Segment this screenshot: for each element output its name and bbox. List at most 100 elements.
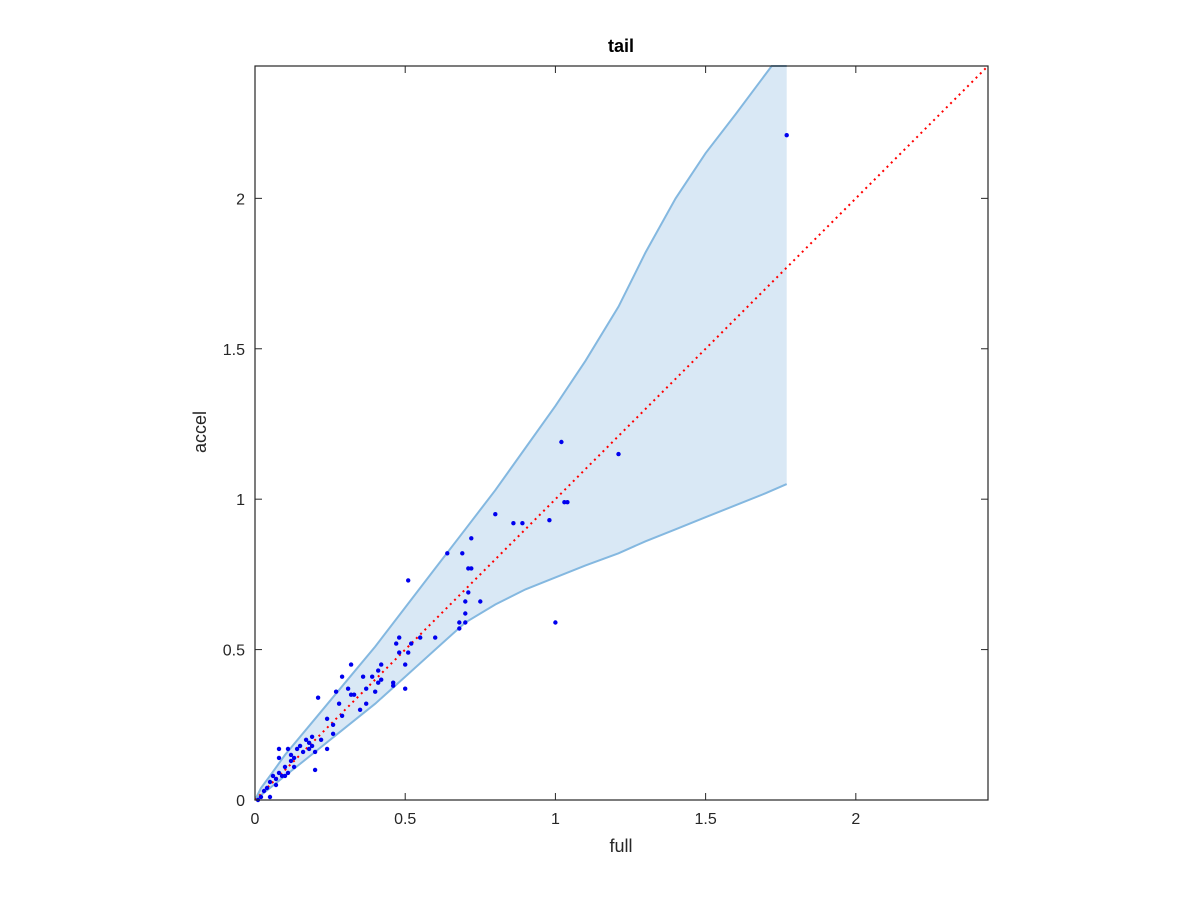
data-point [330,731,336,736]
y-tick-label: 0 [236,793,245,810]
data-point [291,755,297,761]
data-point [309,743,315,749]
x-tick-label: 2 [851,811,860,828]
data-point [394,641,399,646]
band-lower-line [254,483,788,801]
data-point [478,599,483,604]
x-tick-label: 0.5 [394,811,416,828]
data-point [409,641,414,646]
data-point [330,722,336,727]
data-point [360,674,366,679]
data-point [324,746,330,752]
data-point [315,695,321,700]
data-point [403,662,408,667]
data-point [309,734,315,739]
data-point [784,133,789,138]
data-point [364,686,369,691]
data-point [565,500,570,505]
data-point [511,521,516,526]
y-axis-label: accel [190,411,210,453]
data-point [469,566,474,571]
data-point [276,755,282,761]
data-point [297,743,303,749]
chart-title: tail [608,36,634,56]
data-point [559,439,564,445]
data-point [379,677,384,682]
data-point [373,689,378,694]
data-point [433,635,438,640]
data-point [306,746,312,752]
data-point [273,776,279,782]
data-point [267,794,273,800]
data-point [463,611,468,616]
data-point [466,590,471,595]
data-point [264,785,270,791]
data-point [406,578,411,583]
data-point [370,674,375,679]
data-point [351,692,357,697]
data-point [339,713,345,718]
data-point [364,701,369,706]
data-point [306,740,312,745]
data-point [294,746,300,752]
data-point [376,668,381,673]
data-point [547,518,552,523]
data-point [457,626,462,631]
data-point [303,737,309,742]
y-tick-label: 0.5 [223,643,245,660]
data-point [397,635,402,640]
data-point [357,707,363,712]
data-point [312,767,318,773]
data-point [376,680,381,685]
data-point [288,758,294,764]
band-area [255,66,787,800]
reference-line [254,65,989,801]
data-point [391,680,396,685]
data-point [282,764,288,770]
data-point [418,635,423,640]
data-point [616,451,621,457]
data-point [276,770,282,776]
data-point [339,674,345,679]
data-point [285,746,291,752]
data-point [553,620,558,625]
data-point [288,752,294,758]
data-point [258,794,264,800]
data-point [348,662,354,667]
data-point [463,620,468,625]
data-point [282,773,288,779]
data-point [460,551,465,556]
data-point [403,686,408,691]
x-axis-label: full [609,836,632,856]
data-point [291,764,297,770]
data-point [267,779,273,785]
data-point [493,512,498,517]
data-point [469,536,474,541]
data-point [406,650,411,655]
data-point [336,701,342,706]
data-point [318,737,324,742]
data-point [457,620,462,625]
data-point [397,650,402,655]
data-point [300,749,306,755]
data-point [273,782,279,788]
band-upper-line [254,65,787,801]
x-tick-label: 0 [251,811,260,828]
data-point [312,749,318,755]
data-point [463,599,468,604]
data-point [261,788,267,794]
x-tick-label: 1 [551,811,560,828]
data-point [520,521,525,526]
y-tick-label: 2 [236,191,245,208]
data-point [276,746,282,752]
data-point [324,716,330,721]
x-tick-label: 1.5 [694,811,716,828]
data-point [379,662,384,667]
data-point [345,686,351,691]
data-point [285,770,291,776]
y-tick-label: 1.5 [223,342,245,359]
y-tick-label: 1 [236,492,245,509]
plot-frame [254,65,989,801]
